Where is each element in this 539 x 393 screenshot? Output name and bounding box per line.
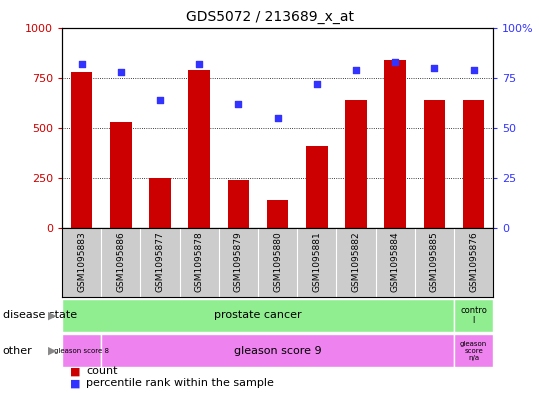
Text: GSM1095880: GSM1095880 — [273, 231, 282, 292]
Bar — [454, 334, 493, 367]
Text: GSM1095885: GSM1095885 — [430, 231, 439, 292]
Text: GSM1095876: GSM1095876 — [469, 231, 478, 292]
Text: count: count — [86, 366, 118, 376]
Text: other: other — [3, 346, 32, 356]
Text: contro
l: contro l — [460, 306, 487, 325]
Bar — [463, 100, 485, 228]
Bar — [345, 100, 367, 228]
Point — [156, 97, 164, 103]
Text: GSM1095877: GSM1095877 — [155, 231, 164, 292]
Bar — [267, 200, 288, 228]
Text: GSM1095878: GSM1095878 — [195, 231, 204, 292]
Text: gleason score 9: gleason score 9 — [234, 346, 321, 356]
Text: GSM1095883: GSM1095883 — [77, 231, 86, 292]
Text: gleason
score
n/a: gleason score n/a — [460, 341, 487, 361]
Bar — [424, 100, 445, 228]
Text: GSM1095879: GSM1095879 — [234, 231, 243, 292]
Bar — [384, 60, 406, 228]
Point — [430, 64, 439, 71]
Bar — [149, 178, 171, 228]
Point — [195, 61, 204, 67]
Point — [391, 59, 399, 65]
Text: ▶: ▶ — [48, 346, 57, 356]
Bar — [71, 72, 92, 228]
Bar — [110, 122, 132, 228]
Point — [77, 61, 86, 67]
Text: GSM1095881: GSM1095881 — [312, 231, 321, 292]
Text: ■: ■ — [70, 366, 80, 376]
Text: GSM1095882: GSM1095882 — [351, 231, 361, 292]
Text: GSM1095884: GSM1095884 — [391, 231, 400, 292]
Text: gleason score 8: gleason score 8 — [54, 348, 109, 354]
Point — [313, 81, 321, 87]
Text: ■: ■ — [70, 378, 80, 388]
Point — [273, 115, 282, 121]
Bar — [454, 299, 493, 332]
Text: ▶: ▶ — [48, 310, 57, 320]
Bar — [62, 334, 101, 367]
Text: GDS5072 / 213689_x_at: GDS5072 / 213689_x_at — [185, 10, 354, 24]
Point — [469, 66, 478, 73]
Text: GSM1095886: GSM1095886 — [116, 231, 125, 292]
Bar — [306, 146, 328, 228]
Point — [116, 68, 125, 75]
Text: disease state: disease state — [3, 310, 77, 320]
Text: percentile rank within the sample: percentile rank within the sample — [86, 378, 274, 388]
Point — [234, 101, 243, 107]
Bar — [227, 180, 249, 228]
Point — [351, 66, 360, 73]
Bar — [189, 70, 210, 228]
Text: prostate cancer: prostate cancer — [214, 310, 302, 320]
Bar — [101, 334, 454, 367]
